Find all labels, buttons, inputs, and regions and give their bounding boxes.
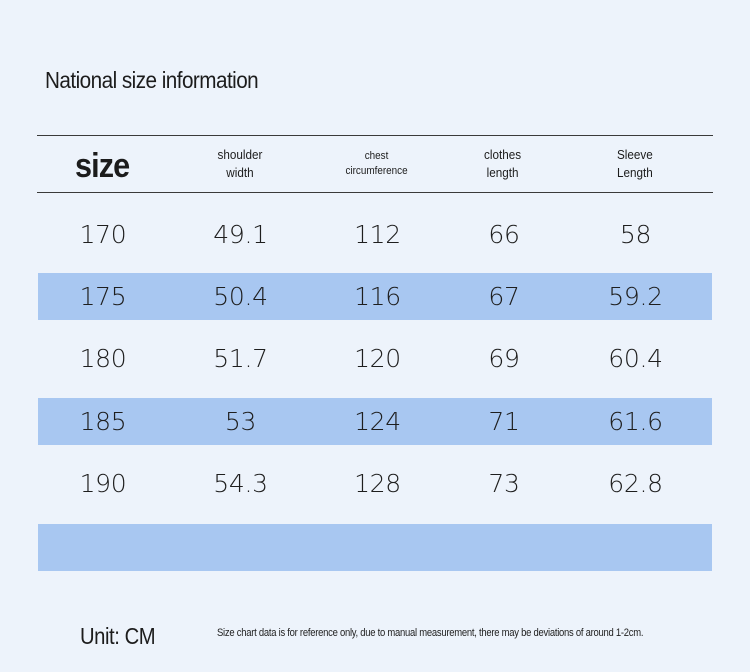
- cell-sleeve-length: 61.6: [608, 407, 663, 436]
- table-row: 185 53 124 71 61.6: [38, 398, 712, 445]
- header-sleeve-length: Sleeve Length: [617, 147, 653, 180]
- cell-shoulder-width: 49.1: [213, 220, 268, 249]
- cell-sleeve-length: 62.8: [608, 469, 663, 498]
- cell-size: 175: [79, 282, 127, 311]
- cell-size: 190: [79, 469, 127, 498]
- cell-clothes-length: 69: [488, 344, 520, 373]
- table-header: size shoulder width chest circumference …: [37, 136, 713, 192]
- cell-size: 170: [79, 220, 127, 249]
- cell-shoulder-width: 54.3: [213, 469, 268, 498]
- cell-clothes-length: 67: [488, 282, 520, 311]
- table-row: 175 50.4 116 67 59.2: [38, 273, 712, 320]
- table-row: 180 51.7 120 69 60.4: [38, 335, 712, 382]
- cell-shoulder-width: 53: [224, 407, 257, 436]
- cell-chest-circumference: 124: [354, 407, 401, 436]
- header-size: size: [74, 147, 130, 186]
- cell-clothes-length: 73: [488, 469, 520, 498]
- table-row: 170 49.1 112 66 58: [38, 211, 712, 258]
- cell-clothes-length: 66: [488, 220, 520, 249]
- cell-shoulder-width: 51.7: [213, 344, 268, 373]
- unit-label: Unit: CM: [80, 623, 156, 649]
- table-header-rule: [37, 192, 713, 193]
- cell-sleeve-length: 60.4: [608, 344, 663, 373]
- page-title: National size information: [45, 67, 259, 93]
- table-row: 190 54.3 128 73 62.8: [38, 460, 712, 507]
- cell-size: 180: [79, 344, 127, 373]
- header-chest-circumference: chest circumference: [345, 150, 408, 177]
- disclaimer-note: Size chart data is for reference only, d…: [217, 627, 644, 639]
- cell-chest-circumference: 116: [354, 282, 401, 311]
- header-clothes-length: clothes length: [484, 147, 522, 180]
- cell-chest-circumference: 120: [354, 344, 401, 373]
- cell-sleeve-length: 58: [619, 220, 652, 249]
- cell-sleeve-length: 59.2: [608, 282, 663, 311]
- header-shoulder-width: shoulder width: [217, 147, 262, 180]
- cell-shoulder-width: 50.4: [213, 282, 268, 311]
- table-top-rule: [37, 135, 713, 136]
- cell-clothes-length: 71: [488, 407, 520, 436]
- cell-size: 185: [79, 407, 127, 436]
- cell-chest-circumference: 128: [354, 469, 401, 498]
- cell-chest-circumference: 112: [354, 220, 401, 249]
- table-row-empty: [38, 524, 712, 571]
